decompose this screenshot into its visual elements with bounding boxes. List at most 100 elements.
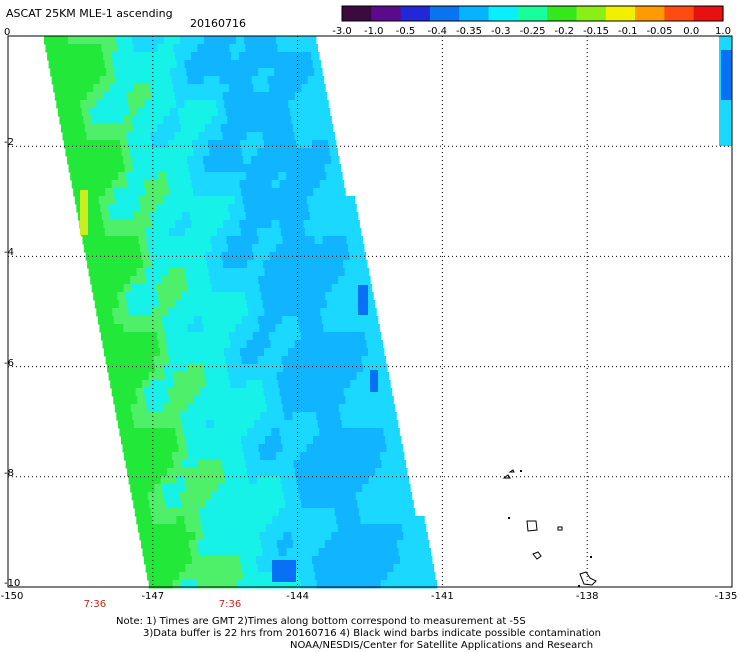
swath-cell — [324, 204, 333, 213]
swath-cell — [196, 164, 206, 173]
colorbar-segment — [371, 6, 402, 21]
swath-cell — [106, 276, 115, 285]
swath-cell — [107, 364, 116, 373]
swath-cell — [171, 532, 180, 541]
swath-cell — [68, 164, 78, 173]
swath-cell — [258, 484, 267, 493]
swath-cell — [273, 148, 282, 157]
swath-cell — [147, 156, 156, 165]
swath-cell — [154, 276, 163, 285]
swath-cell — [172, 244, 181, 253]
swath-cell — [138, 404, 148, 413]
swath-cell — [320, 228, 330, 237]
swath-cell — [273, 188, 282, 197]
swath-cell — [269, 540, 278, 549]
swath-cell — [332, 332, 342, 341]
swath-cell — [117, 84, 126, 93]
swath-cell — [278, 508, 288, 517]
latitude-label: 0 — [4, 27, 11, 38]
swath-cell — [274, 276, 283, 285]
map-border — [7, 35, 733, 588]
swath-cell — [72, 100, 81, 109]
swath-cell — [270, 548, 279, 557]
swath-cell — [339, 364, 348, 373]
swath-cell — [163, 156, 172, 165]
swath-cell — [203, 76, 213, 85]
swath-cell — [124, 244, 133, 253]
swath-cell — [75, 116, 84, 125]
swath-cell — [128, 476, 138, 485]
swath-cell — [230, 548, 239, 557]
swath-cell — [298, 68, 307, 77]
swath-cell — [153, 148, 162, 157]
swath-cell — [155, 492, 165, 501]
swath-cell — [108, 332, 118, 341]
swath-cell — [253, 252, 263, 261]
swath-cell — [126, 92, 136, 101]
swath-cell — [334, 172, 343, 181]
swath-cell — [195, 76, 205, 85]
swath-cell — [185, 524, 195, 533]
swath-cell — [207, 220, 216, 229]
swath-cell — [252, 452, 261, 461]
swath-cell — [189, 84, 198, 93]
swath-cell — [246, 548, 255, 557]
swath-cell — [254, 548, 263, 557]
swath-cell — [256, 308, 265, 317]
swath-cell — [262, 548, 271, 557]
swath-cell — [160, 100, 169, 109]
swath-cell — [187, 572, 196, 581]
swath-cell — [231, 52, 240, 61]
swath-cell — [107, 116, 116, 125]
swath-cell — [296, 228, 306, 237]
swath-cell — [314, 484, 323, 493]
swath-cell — [355, 492, 365, 501]
swath-cell — [166, 300, 176, 309]
swath-cell — [386, 484, 395, 493]
swath-cell — [291, 116, 300, 125]
swath-cell — [53, 84, 62, 93]
swath-cell — [278, 92, 288, 101]
swath-cell — [360, 476, 370, 485]
swath-cell — [260, 332, 270, 341]
swath-cell — [246, 92, 256, 101]
swath-cell — [126, 132, 135, 141]
swath-cell — [102, 340, 111, 349]
swath-cell — [313, 316, 323, 325]
swath-cell — [149, 420, 159, 429]
swath-cell — [172, 164, 182, 173]
swath-cell — [161, 316, 171, 325]
swath-cell — [326, 300, 336, 309]
swath-cell — [295, 428, 304, 437]
swath-cell — [176, 476, 186, 485]
swath-cell — [113, 396, 122, 405]
swath-cell — [75, 76, 85, 85]
swath-cell — [282, 68, 291, 77]
swath-cell — [128, 100, 137, 109]
swath-cell — [301, 292, 310, 301]
swath-cell — [286, 172, 295, 181]
swath-cell — [142, 132, 151, 141]
swath-cell — [281, 436, 290, 445]
swath-cell — [169, 356, 179, 365]
swath-cell — [60, 36, 69, 45]
swath-cell — [142, 380, 151, 389]
swath-cell — [193, 436, 202, 445]
swath-cell — [364, 452, 373, 461]
swath-cell — [235, 284, 245, 293]
swath-cell — [250, 196, 260, 205]
swath-cell — [275, 76, 285, 85]
swath-cell — [244, 204, 253, 213]
swath-cell — [84, 124, 94, 133]
swath-cell — [287, 388, 297, 397]
swath-cell — [366, 340, 375, 349]
swath-cell — [157, 212, 167, 221]
swath-cell — [228, 124, 238, 133]
swath-cell — [236, 372, 246, 381]
swath-cell — [125, 84, 134, 93]
colorbar-tick-label: -0.1 — [617, 26, 638, 37]
swath-cell — [371, 324, 380, 333]
swath-cell — [270, 172, 279, 181]
swath-cell — [359, 388, 369, 397]
swath-cell — [127, 260, 136, 269]
